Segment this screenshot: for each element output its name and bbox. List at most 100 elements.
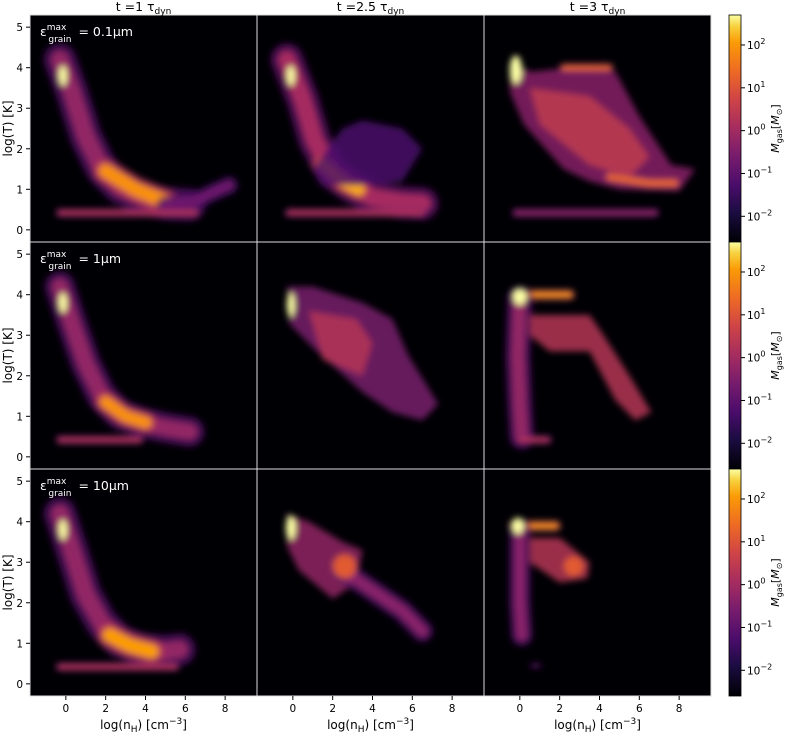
panel-r1-c3 [483, 14, 712, 243]
colorbar-tick-label: 102 [747, 491, 765, 506]
panel-r3-c2 [256, 468, 485, 697]
x-tick-label: 8 [676, 703, 683, 715]
column-title: t =1 τdyn [116, 0, 172, 17]
y-axis-label: log(T) [K] [1, 327, 15, 383]
density-peak [285, 515, 296, 540]
x-tick-label: 0 [289, 703, 296, 715]
grain-size-label: εmax grain = 10μm [40, 477, 129, 499]
y-tick-label: 1 [16, 638, 23, 650]
colorbar-label: Mgas[M⊙] [769, 331, 784, 379]
panel-r3-c1: εmax grain = 10μm [29, 468, 258, 697]
density-peak [58, 65, 67, 86]
colorbar-gradient [728, 241, 742, 470]
colorbar-tick-label: 102 [747, 37, 765, 52]
x-axis-label: log(nH) [cm−3] [100, 717, 187, 733]
panel-r3-c3 [483, 468, 712, 697]
y-tick-label: 5 [16, 476, 23, 488]
density-band [99, 396, 152, 429]
density-peak [286, 292, 295, 318]
colorbar-tick-label: 100 [747, 350, 765, 365]
colorbar-tick-label: 10−2 [747, 435, 772, 450]
density-band [606, 174, 679, 187]
y-tick-label: 4 [16, 63, 23, 75]
y-tick-label: 2 [16, 598, 23, 610]
grain-size-label: εmax grain = 0.1μm [40, 23, 133, 45]
colorbar-gradient [728, 14, 742, 243]
x-tick-label: 4 [142, 703, 149, 715]
y-axis-label: log(T) [K] [1, 554, 15, 610]
colorbars: 10−210−1100101102Mgas[M⊙]10−210−11001011… [728, 14, 784, 697]
y-tick-label: 5 [16, 249, 23, 261]
density-region [308, 310, 373, 376]
x-tick-label: 6 [409, 703, 416, 715]
column-title: t =3 τdyn [570, 0, 626, 17]
colorbar-tick-label: 102 [747, 264, 765, 279]
colorbar-label: Mgas[M⊙] [769, 558, 784, 606]
x-tick-label: 4 [369, 703, 376, 715]
y-axis-label: log(T) [K] [1, 100, 15, 156]
density-region [312, 120, 423, 186]
y-tick-label: 3 [16, 330, 23, 342]
x-tick-label: 0 [62, 703, 69, 715]
y-tick-label: 3 [16, 557, 23, 569]
density-peak [286, 65, 295, 86]
y-tick-label: 0 [16, 452, 23, 464]
colorbar-label: Mgas[M⊙] [769, 104, 784, 152]
density-peak [332, 554, 357, 579]
density-band [510, 291, 529, 444]
y-tick-label: 1 [16, 411, 23, 423]
panel-r1-c2 [256, 14, 485, 243]
density-peak [512, 288, 527, 305]
y-tick-label: 4 [16, 290, 23, 302]
y-tick-label: 5 [16, 22, 23, 34]
y-tick-label: 1 [16, 184, 23, 196]
x-tick-label: 8 [449, 703, 456, 715]
density-band [160, 180, 235, 211]
density-region [529, 315, 652, 421]
colorbar-tick-label: 101 [747, 534, 765, 549]
panel-r2-c3 [483, 241, 712, 470]
y-tick-label: 0 [16, 679, 23, 691]
x-tick-label: 2 [102, 703, 109, 715]
colorbar-tick-label: 10−1 [747, 165, 772, 180]
colorbar-tick-label: 101 [747, 307, 765, 322]
colorbar-tick-label: 101 [747, 80, 765, 95]
colorbar-r3: 10−2 10−1 100 101 102 Mgas[M⊙] [728, 468, 784, 697]
panel-frame [483, 468, 712, 697]
x-tick-label: 8 [222, 703, 229, 715]
y-tick-label: 4 [16, 517, 23, 529]
column-title: t =2.5 τdyn [337, 0, 404, 17]
x-tick-label: 2 [329, 703, 336, 715]
density-peak [511, 517, 524, 534]
colorbar-tick-label: 10−1 [747, 619, 772, 634]
x-tick-label: 4 [596, 703, 603, 715]
density-band [98, 164, 173, 209]
colorbar-tick-label: 100 [747, 123, 765, 138]
density-peak [58, 292, 67, 313]
density-peak [58, 519, 67, 540]
y-tick-label: 2 [16, 371, 23, 383]
grain-size-label: εmax grain = 1μm [40, 250, 121, 272]
colorbar-r2: 10−2 10−1 100 101 102 Mgas[M⊙] [728, 241, 784, 470]
colorbar-tick-label: 100 [747, 577, 765, 592]
x-axis-label: log(nH) [cm−3] [327, 717, 414, 733]
panels-layer: εmax grain = 0.1μm εmax grain = 1μm εmax grai… [29, 14, 712, 697]
y-tick-label: 3 [16, 103, 23, 115]
axes-layer: 0 1 2 3 4 5 log(T) [K] t =1 τdyn t =2.5 τdyn t =3… [1, 0, 682, 733]
density-band [336, 564, 429, 638]
y-tick-label: 0 [16, 225, 23, 237]
panel-r2-c1: εmax grain = 1μm [29, 241, 258, 470]
density-band [513, 523, 528, 642]
density-band [102, 628, 159, 659]
x-tick-label: 6 [182, 703, 189, 715]
panel-r1-c1: εmax grain = 0.1μm [29, 14, 258, 243]
x-axis-label: log(nH) [cm−3] [554, 717, 641, 733]
density-peak [509, 55, 522, 84]
colorbar-r1: 10−2 10−1 100 101 102 Mgas[M⊙] [728, 14, 784, 243]
density-region [529, 88, 650, 178]
colorbar-tick-label: 10−2 [747, 208, 772, 223]
colorbar-tick-label: 10−2 [747, 662, 772, 677]
x-tick-label: 6 [636, 703, 643, 715]
density-peak [563, 556, 584, 577]
